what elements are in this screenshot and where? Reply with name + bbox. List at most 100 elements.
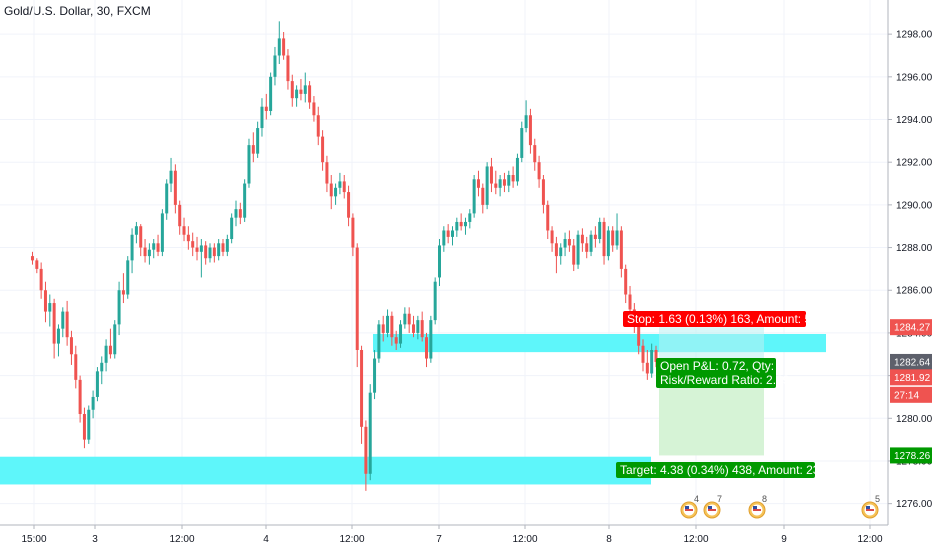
candle	[52, 298, 56, 359]
candle	[82, 407, 86, 449]
candle	[212, 243, 216, 263]
candle-body	[446, 230, 450, 237]
candle-body	[65, 311, 69, 338]
candle	[360, 345, 364, 444]
candle-body	[580, 234, 584, 244]
candle-body	[576, 234, 580, 265]
candle-body	[191, 241, 195, 248]
candle-body	[199, 245, 203, 252]
candle-body	[572, 245, 576, 265]
candle-body	[299, 89, 303, 94]
candle	[476, 170, 480, 197]
candle-body	[502, 179, 506, 186]
event-count: 7	[717, 494, 722, 504]
candle-body	[550, 230, 554, 244]
candle	[433, 277, 437, 325]
candle-body	[585, 243, 589, 252]
candle	[450, 226, 454, 246]
candle	[104, 339, 108, 372]
price-tag: 1284.27	[890, 319, 932, 336]
candle	[48, 294, 52, 327]
pnl-label-bg	[656, 358, 776, 388]
candle-body	[186, 234, 190, 242]
event-count: 4	[694, 494, 699, 504]
time-axis: 15:00 3 12:00 4 12:00 7 12:00 8 12:00 9 12:00	[21, 525, 883, 545]
candle-body	[282, 38, 286, 56]
candle	[416, 315, 420, 340]
candle-body	[511, 175, 515, 182]
candle-body	[78, 379, 82, 415]
time-tick-label: 15:00	[21, 534, 46, 545]
price-tag-bg	[890, 386, 932, 403]
candle-body	[498, 179, 502, 188]
candle-body	[95, 371, 99, 397]
candle-body	[325, 162, 329, 184]
candle	[87, 405, 91, 444]
candle	[147, 243, 151, 265]
candle-body	[204, 245, 208, 259]
event-flag-icon: 5	[861, 494, 880, 519]
candle-body	[476, 179, 480, 188]
candle	[593, 226, 597, 248]
event-flag-icon: 8	[748, 494, 767, 519]
time-tick-label: 8	[606, 534, 612, 545]
candle	[468, 209, 472, 229]
candle	[606, 226, 610, 261]
candle-body	[619, 230, 623, 269]
price-tick-label: 1290.00	[896, 200, 932, 211]
event-flag-canton	[866, 506, 870, 509]
candle-body	[61, 311, 65, 329]
candle	[234, 200, 238, 227]
candle	[368, 384, 372, 481]
candle	[308, 81, 312, 109]
candle	[43, 281, 47, 323]
candle-body	[173, 170, 177, 205]
candle	[425, 332, 429, 368]
candle	[316, 106, 320, 146]
candle-body	[286, 55, 290, 82]
price-tag-bg	[890, 319, 932, 336]
candle	[74, 345, 78, 389]
candle	[173, 164, 177, 214]
candle	[134, 221, 138, 244]
stop-label-text: Stop: 1.63 (0.13%) 163, Amount: 51.1	[627, 312, 828, 326]
candle	[290, 74, 294, 107]
candle-body	[407, 313, 411, 325]
price-tick-label: 1292.00	[896, 158, 932, 169]
candle	[650, 343, 654, 378]
candle	[442, 226, 446, 252]
candle-body	[455, 221, 459, 231]
candle	[494, 170, 498, 195]
candle-body	[537, 162, 541, 180]
candle	[39, 262, 43, 299]
candle	[399, 320, 403, 348]
candle-body	[251, 145, 255, 154]
price-tick-label: 1288.00	[896, 243, 932, 254]
candle	[498, 175, 502, 197]
candle-body	[641, 345, 645, 363]
event-count: 8	[762, 494, 767, 504]
candle	[225, 234, 229, 257]
candle-body	[528, 115, 532, 146]
candle-body	[515, 157, 519, 182]
candle-body	[533, 145, 537, 163]
candle	[528, 108, 532, 154]
candle-body	[615, 230, 619, 246]
candle	[321, 130, 325, 171]
candle-body	[329, 183, 333, 197]
candle	[221, 239, 225, 257]
price-tag-bg	[890, 447, 932, 464]
candle	[273, 46, 277, 86]
event-flag-icon: 7	[703, 494, 722, 519]
candle-body	[624, 268, 628, 295]
candle	[394, 330, 398, 350]
candle	[515, 153, 519, 186]
candle-body	[334, 187, 338, 197]
candle-body	[494, 183, 498, 188]
candle	[554, 236, 558, 274]
candle-body	[563, 239, 567, 248]
candle-body	[48, 303, 52, 312]
candle	[126, 256, 130, 299]
candle-body	[554, 243, 558, 257]
